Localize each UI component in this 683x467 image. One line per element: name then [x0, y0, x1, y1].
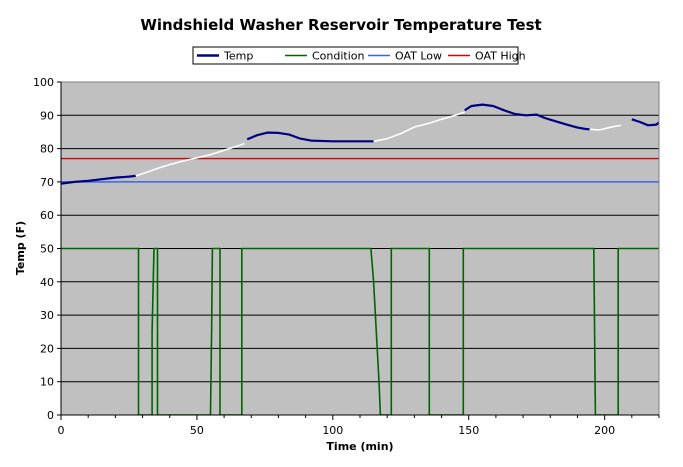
legend-label-temp: Temp — [223, 50, 253, 63]
series-temp-segment-0 — [61, 174, 136, 185]
y-tick-label-10: 10 — [40, 376, 54, 389]
y-tick-label-0: 0 — [47, 409, 54, 422]
series-temp-segment-3 — [373, 111, 465, 143]
chart-title: Windshield Washer Reservoir Temperature … — [140, 16, 541, 34]
legend: Temp Condition OAT Low OAT High — [192, 46, 526, 65]
y-tick-label-70: 70 — [40, 176, 54, 189]
x-tick-label-50: 50 — [190, 424, 204, 437]
y-tick-label-90: 90 — [40, 109, 54, 122]
x-tick-label-200: 200 — [594, 424, 615, 437]
series-temp-segment-5 — [589, 124, 622, 131]
axes: 0 10 20 30 40 50 60 70 80 90 100 0 50 100 150 200 — [33, 76, 660, 437]
x-tick-label-150: 150 — [458, 424, 479, 437]
series-temp-segment-6 — [631, 118, 659, 127]
y-tick-label-20: 20 — [40, 342, 54, 355]
y-tick-label-40: 40 — [40, 276, 54, 289]
y-tick-label-60: 60 — [40, 209, 54, 222]
x-tick-label-0: 0 — [58, 424, 65, 437]
x-tick-label-100: 100 — [322, 424, 343, 437]
y-tick-label-30: 30 — [40, 309, 54, 322]
legend-label-oat_low: OAT Low — [395, 50, 442, 63]
y-tick-label-50: 50 — [40, 243, 54, 256]
series-layer — [61, 103, 659, 415]
series-temp-segment-4 — [464, 103, 590, 131]
legend-box — [192, 46, 519, 65]
legend-label-condition: Condition — [312, 50, 365, 63]
y-axis-title: Temp (F) — [14, 221, 27, 275]
x-axis-title: Time (min) — [326, 440, 393, 453]
series-temp-segment-1 — [135, 142, 245, 177]
series-condition-line — [61, 247, 659, 415]
series-temp-segment-2 — [246, 131, 374, 143]
legend-label-oat_high: OAT High — [475, 50, 526, 63]
y-tick-label-80: 80 — [40, 143, 54, 156]
y-tick-label-100: 100 — [33, 76, 54, 89]
